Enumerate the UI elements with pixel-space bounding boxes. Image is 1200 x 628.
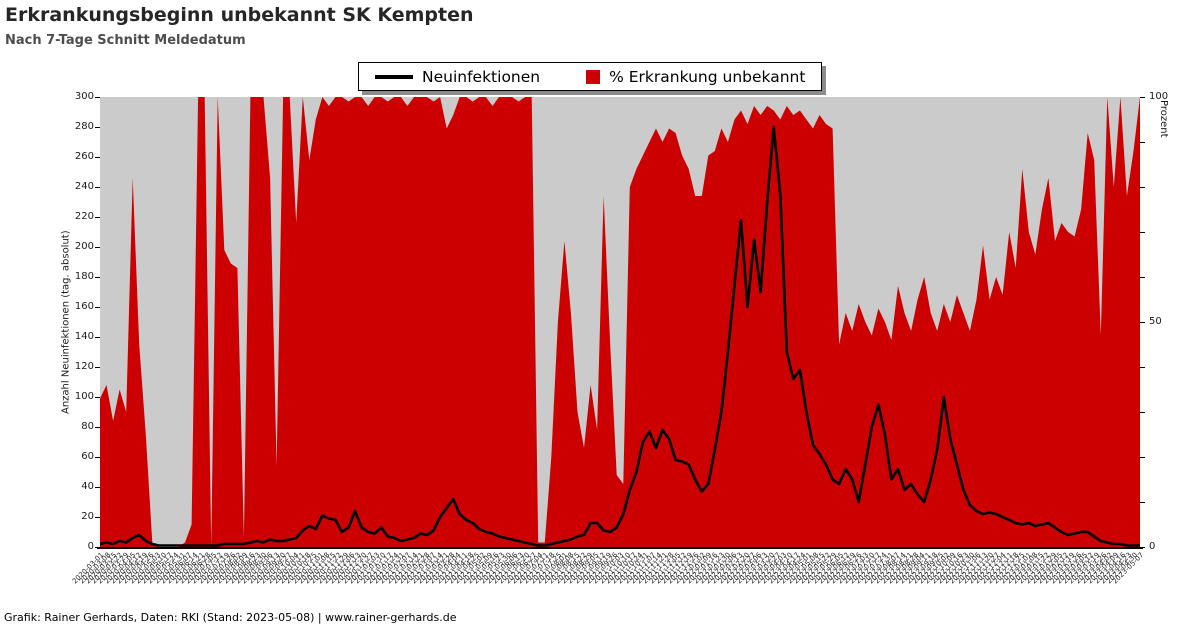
y-axis-left-tick [95,127,100,128]
y-axis-left-tick-label: 0 [87,541,94,552]
y-axis-left-tick [95,397,100,398]
y-axis-right-tick [1140,97,1145,98]
y-axis-left-tick [95,367,100,368]
legend-label: Neuinfektionen [422,67,541,86]
y-axis-right-tick [1140,322,1145,323]
chart-legend: Neuinfektionen % Erkrankung unbekannt [358,62,823,91]
plot-area [100,97,1140,547]
y-axis-right-title: Prozent [1158,100,1169,138]
y-axis-left-tick [95,457,100,458]
y-axis-left-tick-label: 280 [74,121,94,132]
y-axis-left-tick-label: 20 [81,511,94,522]
line-marker-icon [375,74,413,79]
y-axis-left-tick-label: 120 [74,361,94,372]
y-axis-right-tick [1140,232,1145,233]
legend-item-erkrankung-unbekannt: % Erkrankung unbekannt [586,68,805,86]
y-axis-left-tick [95,157,100,158]
y-axis-right-tick [1140,502,1145,503]
y-axis-left-tick [95,547,100,548]
y-axis-left-tick-label: 220 [74,211,94,222]
y-axis-left-tick [95,487,100,488]
y-axis-right-tick [1140,142,1145,143]
y-axis-right-tick-label: 100 [1149,91,1169,102]
y-axis-right-tick [1140,412,1145,413]
y-axis-left-tick [95,217,100,218]
percent-area-series [100,97,1140,547]
y-axis-left-tick [95,427,100,428]
legend-item-neuinfektionen: Neuinfektionen [375,68,540,86]
page-title: Erkrankungsbeginn unbekannt SK Kempten [5,4,474,26]
y-axis-left-tick-label: 140 [74,331,94,342]
credit-text: Grafik: Rainer Gerhards, Daten: RKI (Sta… [4,611,457,624]
square-marker-icon [586,69,601,84]
y-axis-left-tick [95,187,100,188]
y-axis-right-tick [1140,187,1145,188]
y-axis-left-tick-label: 200 [74,241,94,252]
y-axis-left-tick-label: 80 [81,421,94,432]
y-axis-left-tick-label: 260 [74,151,94,162]
chart-canvas [100,97,1140,547]
y-axis-left-title: Anzahl Neuinfektionen (tag. absolut) [60,230,72,414]
y-axis-left-tick-label: 40 [81,481,94,492]
y-axis-right-tick [1140,367,1145,368]
y-axis-left-tick [95,307,100,308]
y-axis-left-tick [95,277,100,278]
y-axis-left-tick-label: 300 [74,91,94,102]
y-axis-left-tick-label: 240 [74,181,94,192]
y-axis-left-tick [95,337,100,338]
legend-label: % Erkrankung unbekannt [609,67,806,86]
x-axis-line [97,547,1143,549]
page-subtitle: Nach 7-Tage Schnitt Meldedatum [5,33,246,48]
y-axis-right-tick [1140,277,1145,278]
y-axis-right-tick [1140,457,1145,458]
y-axis-right-tick-label: 0 [1149,541,1156,552]
y-axis-left-tick-label: 60 [81,451,94,462]
y-axis-left-tick-label: 100 [74,391,94,402]
y-axis-left-tick-label: 180 [74,271,94,282]
cases-line-series [100,125,1140,547]
y-axis-left-tick [95,517,100,518]
y-axis-left-tick-label: 160 [74,301,94,312]
y-axis-left-tick [95,247,100,248]
y-axis-left-tick [95,97,100,98]
y-axis-right-tick-label: 50 [1149,316,1162,327]
y-axis-right-tick [1140,547,1145,548]
